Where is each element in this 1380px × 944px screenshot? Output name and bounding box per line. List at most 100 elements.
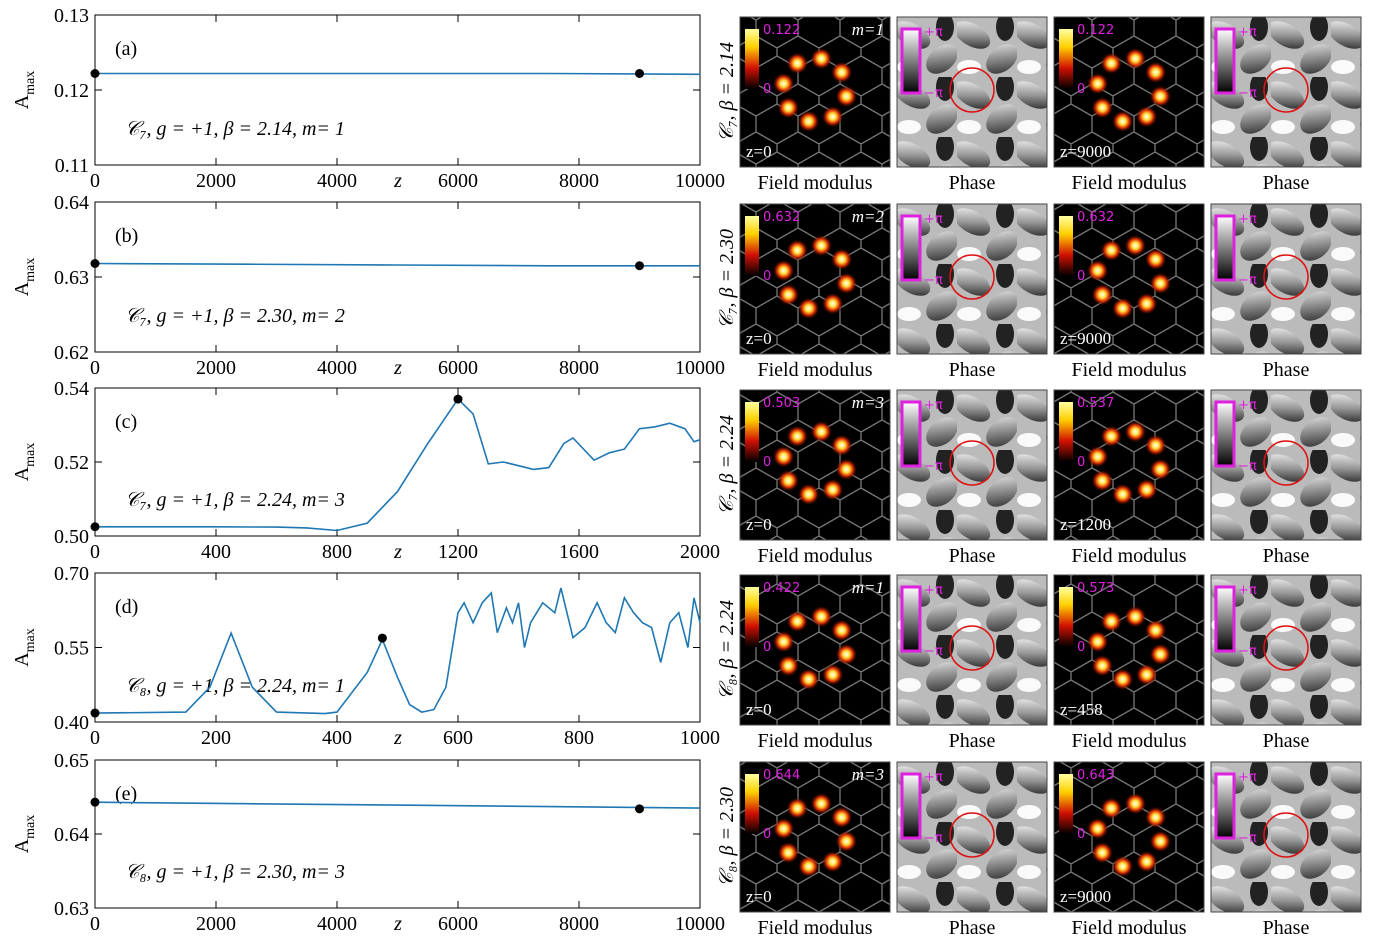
caption: Field modulus <box>757 730 872 752</box>
image-border <box>1210 574 1362 726</box>
phase-bg <box>1211 204 1361 354</box>
y-tick-label: 0.63 <box>54 898 89 920</box>
field-spot <box>786 425 809 448</box>
field-spot <box>1144 619 1167 642</box>
marker <box>90 708 100 718</box>
field-spot <box>1086 259 1109 282</box>
y-axis-label-main: A <box>11 94 33 109</box>
data-line <box>95 397 701 532</box>
y-axis-label: Amax <box>11 443 38 482</box>
field-spot <box>1091 469 1114 492</box>
phase-image <box>897 204 1047 354</box>
caption: Phase <box>949 172 996 194</box>
core-circle <box>1263 440 1309 486</box>
field-spot <box>1091 841 1114 864</box>
y-axis-label-sub: max <box>23 71 38 95</box>
annotation: 𝒞₇, g = +1, β = 2.24, m= 3 <box>125 489 345 511</box>
plot-frame <box>94 201 701 353</box>
marker <box>635 804 644 814</box>
colorbar-min: 0 <box>763 827 771 842</box>
colorbar-min: 0 <box>763 455 771 470</box>
field-spot <box>835 272 858 295</box>
core-circle <box>949 625 995 671</box>
phase-max: +π <box>1238 770 1257 785</box>
phase-bg <box>897 762 1047 912</box>
phase-colorbar <box>1214 27 1236 95</box>
phase-image <box>1211 762 1361 912</box>
field-spot <box>1149 85 1172 108</box>
m-label: m=3 <box>852 765 884 784</box>
caption: Phase <box>1263 545 1310 567</box>
field-spot <box>797 297 820 320</box>
field-spot <box>821 850 844 873</box>
y-axis-label-main: A <box>11 281 33 296</box>
row-label: 𝒞₇, β = 2.24 <box>716 415 738 515</box>
phase-colorbar <box>1214 585 1236 653</box>
field-spot <box>786 610 809 633</box>
x-tick-label: 0 <box>90 170 100 192</box>
phase-colorbar <box>1214 400 1236 468</box>
annotation: 𝒞₇, g = +1, β = 2.14, m= 1 <box>125 118 345 140</box>
phase-image <box>1211 17 1361 167</box>
colorbar-min: 0 <box>1077 269 1085 284</box>
y-axis-label-main: A <box>11 838 33 853</box>
y-tick-label: 0.64 <box>54 192 89 214</box>
colorbar-min: 0 <box>1077 640 1085 655</box>
x-tick-label: 1000 <box>680 727 720 749</box>
phase-max: +π <box>924 770 943 785</box>
caption: Field modulus <box>1071 359 1186 381</box>
plot-frame <box>94 387 701 537</box>
phase-min: −π <box>924 644 943 659</box>
field-spot <box>1144 806 1167 829</box>
m-label: m=1 <box>852 20 884 39</box>
x-tick-label: 0 <box>90 541 100 563</box>
field-spot <box>810 420 833 443</box>
phase-max: +π <box>924 25 943 40</box>
x-tick-label: 2000 <box>196 913 236 935</box>
colorbar <box>1059 216 1073 276</box>
data-line <box>94 801 701 809</box>
image-border <box>739 574 891 726</box>
field-spot <box>835 830 858 853</box>
field-spot <box>1086 817 1109 840</box>
field-spot <box>1135 105 1158 128</box>
image-border <box>1053 389 1205 541</box>
plot-frame <box>94 572 701 723</box>
colorbar <box>745 29 759 89</box>
caption: Phase <box>1263 730 1310 752</box>
colorbar-max: 0.643 <box>1077 768 1114 783</box>
phase-max: +π <box>924 398 943 413</box>
colorbar-max: 0.644 <box>763 768 800 783</box>
colorbar <box>1059 402 1073 462</box>
phase-colorbar <box>1214 214 1236 282</box>
core-circle <box>1263 67 1309 113</box>
lattice <box>740 204 890 354</box>
y-tick-label: 0.64 <box>54 824 89 846</box>
data-line <box>95 72 701 76</box>
colorbar-max: 0.632 <box>763 210 800 225</box>
phase-bg <box>897 390 1047 540</box>
phase-image <box>897 762 1047 912</box>
phase-min: −π <box>1238 86 1257 101</box>
colorbar <box>1059 774 1073 834</box>
y-tick-label: 0.70 <box>54 563 89 585</box>
phase-image <box>1211 204 1361 354</box>
y-axis-label-sub: max <box>23 815 38 839</box>
z-label: z=0 <box>746 329 772 348</box>
z-label: z=0 <box>746 887 772 906</box>
field-spot <box>835 458 858 481</box>
panel-label: (b) <box>115 225 138 247</box>
field-spot <box>777 841 800 864</box>
y-axis-label-sub: max <box>23 628 38 652</box>
core-circle <box>949 254 995 300</box>
colorbar-max: 0.537 <box>1077 396 1114 411</box>
colorbar-min: 0 <box>1077 455 1085 470</box>
phase-colorbar <box>900 214 922 282</box>
field-spot <box>1111 855 1134 878</box>
field-spot <box>1100 239 1123 262</box>
y-tick-label: 0.12 <box>54 80 89 102</box>
phase-min: −π <box>924 86 943 101</box>
x-tick-label: 0 <box>90 913 100 935</box>
field-spot <box>772 445 795 468</box>
field-spot <box>1100 797 1123 820</box>
